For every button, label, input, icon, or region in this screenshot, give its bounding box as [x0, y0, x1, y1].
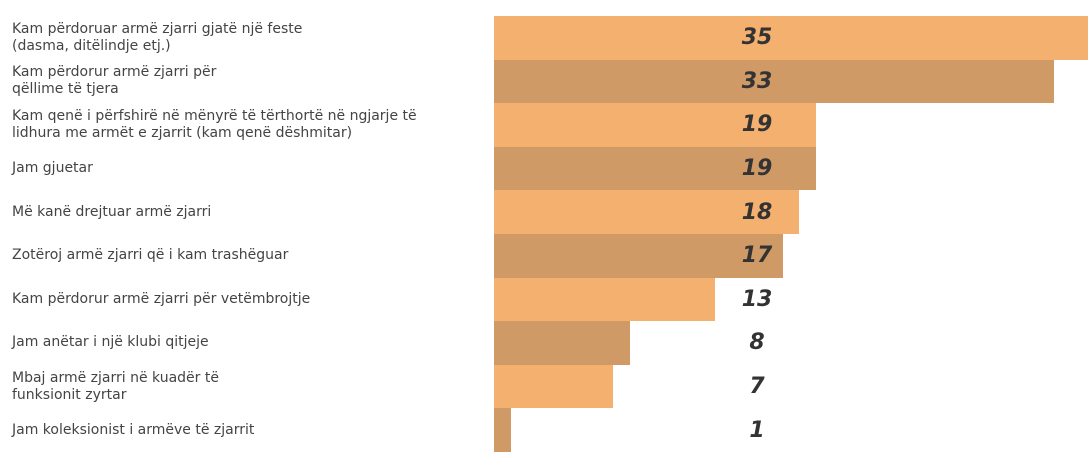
bar: [494, 16, 1088, 60]
bar: [494, 321, 630, 365]
category-label: Kam përdorur armë zjarri për vetëmbrojtj…: [12, 290, 311, 307]
value-label: 17: [741, 243, 773, 269]
category-label: Kam përdorur armë zjarri për qëllime të …: [12, 64, 217, 98]
category-label: Jam gjuetar: [12, 160, 93, 177]
value-label: 13: [741, 286, 773, 312]
category-label: Jam anëtar i një klubi qitjeje: [12, 334, 209, 351]
category-label: Jam koleksionist i armëve të zjarrit: [12, 421, 255, 438]
value-label: 8: [749, 330, 765, 356]
bar: [494, 364, 613, 409]
bar: [494, 408, 511, 452]
bar: [494, 103, 817, 147]
value-label: 19: [741, 156, 773, 182]
category-label: Zotëroj armë zjarri që i kam trashëguar: [12, 247, 289, 264]
value-label: 19: [741, 112, 773, 138]
bar: [494, 234, 783, 278]
bar: [494, 59, 1055, 104]
category-label: Kam përdoruar armë zjarri gjatë një fest…: [12, 20, 303, 54]
value-label: 35: [741, 25, 773, 51]
category-label: Më kanë drejtuar armë zjarri: [12, 203, 212, 220]
value-label: 1: [749, 417, 765, 443]
category-label: Mbaj armë zjarri në kuadër të funksionit…: [12, 369, 219, 403]
bar: [494, 277, 715, 322]
value-label: 7: [749, 374, 765, 400]
value-label: 33: [741, 68, 773, 94]
bar: [494, 190, 800, 234]
value-label: 18: [741, 199, 773, 225]
category-label: Kam qenë i përfshirë në mënyrë të tërtho…: [12, 107, 417, 141]
bar: [494, 146, 817, 191]
